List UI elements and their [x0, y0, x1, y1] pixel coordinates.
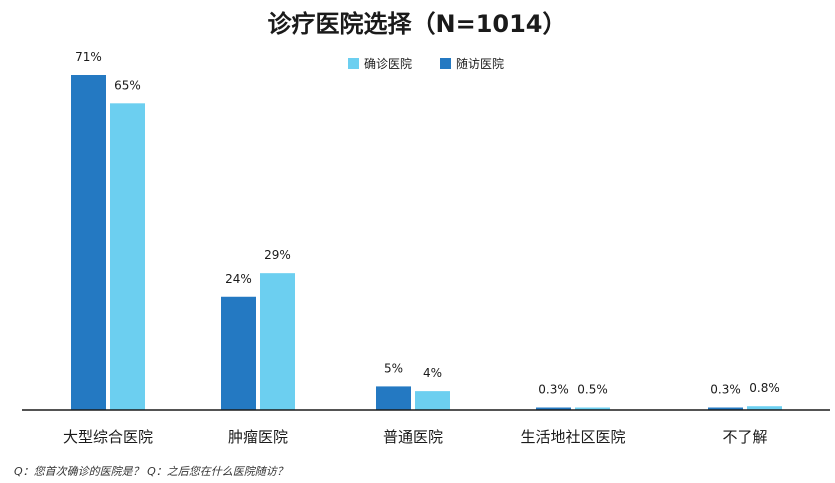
value-label-0-0: 71% [75, 50, 102, 64]
value-label-3-1: 0.5% [577, 383, 608, 397]
value-label-2-0: 5% [384, 361, 403, 375]
value-label-1-0: 24% [225, 272, 252, 286]
bar-4-0 [708, 407, 743, 410]
bars-group [71, 75, 782, 410]
value-label-3-0: 0.3% [538, 383, 569, 397]
category-label-0: 大型综合医院 [63, 428, 153, 446]
chart-legend: 确诊医院 随访医院 [348, 56, 504, 71]
bar-3-1 [575, 407, 610, 410]
bar-4-1 [747, 406, 782, 410]
chart-title: 诊疗医院选择（N=1014） [268, 10, 567, 38]
bar-1-0 [221, 296, 256, 410]
legend-label-1: 确诊医院 [364, 57, 412, 71]
category-label-3: 生活地社区医院 [520, 428, 625, 446]
bar-0-0 [71, 75, 106, 410]
bar-2-1 [415, 391, 450, 410]
value-label-4-1: 0.8% [749, 381, 780, 395]
value-label-1-1: 29% [264, 248, 291, 262]
bar-1-1 [260, 273, 295, 410]
bar-0-1 [110, 103, 145, 410]
category-labels-group: 大型综合医院 肿瘤医院 普通医院 生活地社区医院 不了解 [63, 428, 768, 446]
value-label-2-1: 4% [423, 366, 442, 380]
category-label-4: 不了解 [722, 428, 767, 446]
category-label-2: 普通医院 [383, 428, 443, 446]
bar-3-0 [536, 407, 571, 410]
legend-label-0: 随访医院 [456, 56, 504, 71]
value-label-4-0: 0.3% [710, 383, 741, 397]
footnote: Q：您首次确诊的医院是？ Q：之后您在什么医院随访？ [14, 465, 288, 478]
value-labels-group: 71% 65% 24% 29% 5% 4% 0.3% 0.5% 0.3% 0.8% [75, 50, 780, 397]
legend-swatch-0 [440, 58, 451, 69]
legend-swatch-1 [348, 58, 359, 69]
value-label-0-1: 65% [114, 78, 141, 92]
bar-2-0 [376, 386, 411, 410]
category-label-1: 肿瘤医院 [228, 428, 288, 446]
